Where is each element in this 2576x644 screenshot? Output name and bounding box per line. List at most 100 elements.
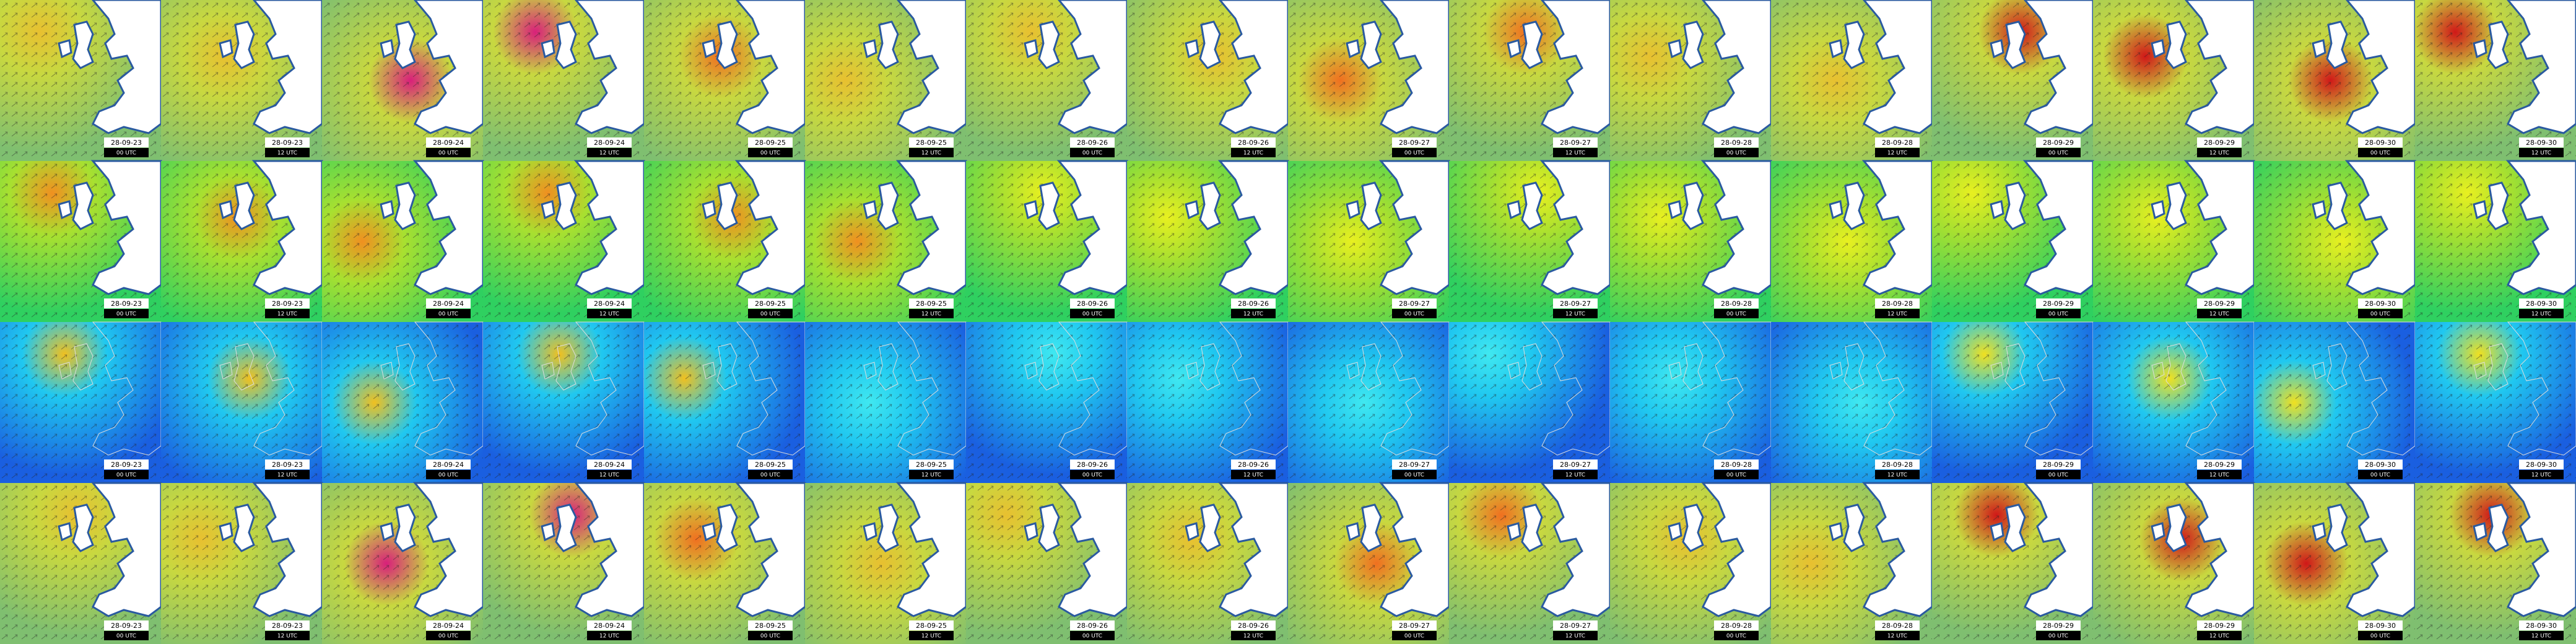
date-label: 28-09-24: [433, 461, 464, 469]
time-label: 12 UTC: [1565, 311, 1585, 318]
time-label: 00 UTC: [2048, 311, 2068, 318]
map-tile: 28-09-27 00 UTC: [1288, 321, 1450, 483]
date-label: 28-09-30: [2526, 139, 2557, 147]
map-tile: 28-09-26 00 UTC: [966, 160, 1128, 322]
map-tile: 28-09-29 12 UTC: [2093, 0, 2255, 161]
date-label: 28-09-29: [2204, 461, 2235, 469]
date-label: 28-09-27: [1399, 139, 1430, 147]
date-box: [1875, 298, 1920, 308]
time-box: [426, 631, 471, 640]
map-tile: 28-09-24 00 UTC: [322, 0, 484, 161]
date-label: 28-09-30: [2365, 461, 2396, 469]
date-box: [1875, 137, 1920, 147]
map-tile: 28-09-24 00 UTC: [322, 321, 484, 483]
time-box: [2519, 631, 2564, 640]
time-label: 12 UTC: [1243, 633, 1263, 640]
time-box: [1875, 631, 1920, 640]
wind-arrows: [1127, 322, 1288, 483]
date-box: [587, 459, 632, 469]
wind-arrows: [2093, 322, 2254, 483]
date-label: 28-09-24: [594, 461, 625, 469]
date-box: [265, 459, 310, 469]
time-box: [426, 148, 471, 157]
time-box: [1553, 631, 1598, 640]
date-box: [104, 459, 149, 469]
time-box: [1231, 631, 1276, 640]
wind-arrows: [805, 322, 966, 483]
date-label: 28-09-27: [1560, 300, 1591, 308]
time-label: 12 UTC: [2531, 633, 2551, 640]
time-label: 12 UTC: [1243, 311, 1263, 318]
map-tile: 28-09-29 12 UTC: [2093, 482, 2255, 644]
time-label: 12 UTC: [1565, 150, 1585, 157]
time-box: [587, 631, 632, 640]
map-tile: 28-09-23 00 UTC: [0, 160, 162, 322]
time-box: [2519, 309, 2564, 318]
time-label: 00 UTC: [1082, 472, 1102, 479]
time-label: 00 UTC: [1082, 150, 1102, 157]
date-label: 28-09-28: [1882, 139, 1913, 147]
date-box: [909, 137, 954, 147]
date-label: 28-09-25: [916, 300, 947, 308]
date-label: 28-09-26: [1238, 622, 1269, 630]
map-tile: 28-09-25 12 UTC: [805, 0, 967, 161]
map-tile: 28-09-29 12 UTC: [2093, 321, 2255, 483]
date-box: [1714, 459, 1759, 469]
wind-arrows: [644, 322, 805, 483]
time-label: 12 UTC: [1243, 150, 1263, 157]
time-label: 12 UTC: [599, 633, 619, 640]
map-tile: 28-09-23 00 UTC: [0, 321, 162, 483]
date-label: 28-09-28: [1721, 622, 1752, 630]
date-label: 28-09-30: [2526, 461, 2557, 469]
time-label: 00 UTC: [1082, 633, 1102, 640]
map-tile: 28-09-30 00 UTC: [2254, 160, 2416, 322]
map-tile: 28-09-23 12 UTC: [161, 482, 323, 644]
time-box: [2519, 148, 2564, 157]
map-tile: 28-09-27 00 UTC: [1288, 0, 1450, 161]
date-box: [265, 298, 310, 308]
map-tile: 28-09-30 00 UTC: [2254, 482, 2416, 644]
date-box: [1392, 620, 1437, 630]
date-label: 28-09-24: [594, 139, 625, 147]
date-label: 28-09-24: [433, 622, 464, 630]
date-label: 28-09-23: [272, 139, 303, 147]
map-tile: 28-09-23 00 UTC: [0, 482, 162, 644]
date-box: [2036, 620, 2081, 630]
date-label: 28-09-26: [1238, 139, 1269, 147]
time-box: [1553, 148, 1598, 157]
date-box: [1070, 137, 1115, 147]
time-box: [1392, 631, 1437, 640]
time-label: 12 UTC: [1243, 472, 1263, 479]
time-label: 00 UTC: [1404, 633, 1424, 640]
map-tile: 28-09-24 12 UTC: [483, 482, 645, 644]
map-tile: 28-09-29 00 UTC: [1932, 321, 2094, 483]
date-label: 28-09-28: [1721, 300, 1752, 308]
date-label: 28-09-30: [2365, 139, 2396, 147]
date-label: 28-09-27: [1560, 461, 1591, 469]
date-box: [104, 620, 149, 630]
time-label: 00 UTC: [116, 311, 136, 318]
time-label: 00 UTC: [760, 150, 780, 157]
date-box: [426, 137, 471, 147]
time-box: [748, 631, 793, 640]
time-label: 00 UTC: [2370, 150, 2390, 157]
time-box: [1231, 470, 1276, 479]
date-label: 28-09-28: [1882, 300, 1913, 308]
time-box: [1714, 148, 1759, 157]
time-box: [748, 309, 793, 318]
date-box: [2519, 459, 2564, 469]
time-label: 12 UTC: [277, 472, 297, 479]
time-label: 12 UTC: [2209, 311, 2229, 318]
time-label: 00 UTC: [760, 311, 780, 318]
time-label: 12 UTC: [599, 472, 619, 479]
wind-arrows: [2254, 322, 2415, 483]
map-tile: 28-09-30 12 UTC: [2415, 321, 2576, 483]
date-box: [748, 298, 793, 308]
date-box: [1714, 137, 1759, 147]
time-box: [2197, 470, 2242, 479]
time-label: 12 UTC: [2531, 311, 2551, 318]
time-box: [1392, 309, 1437, 318]
map-tile: 28-09-29 00 UTC: [1932, 160, 2094, 322]
date-label: 28-09-28: [1721, 139, 1752, 147]
